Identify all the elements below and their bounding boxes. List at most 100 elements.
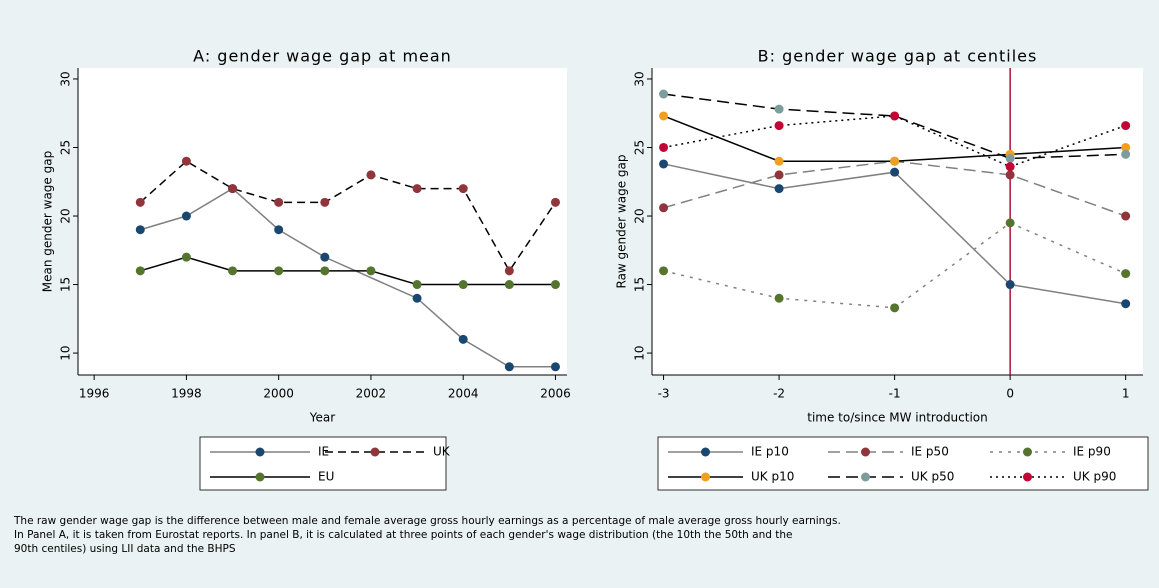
legend-marker <box>1023 447 1032 457</box>
data-point <box>890 156 900 166</box>
legend-label: IE <box>318 445 329 459</box>
x-tick-label: -3 <box>658 387 670 401</box>
data-point <box>774 170 784 180</box>
x-axis-label: Year <box>309 411 335 425</box>
y-axis-label: Raw gender wage gap <box>615 155 629 289</box>
data-point <box>366 170 376 180</box>
data-point <box>458 334 468 344</box>
data-point <box>550 197 560 207</box>
x-tick-label: 2004 <box>448 387 479 401</box>
data-point <box>412 293 422 303</box>
data-point <box>228 184 238 194</box>
legend-label: UK p50 <box>911 470 954 484</box>
series-line <box>663 93 1126 160</box>
series-line <box>139 160 557 273</box>
x-tick-label: 1996 <box>79 387 110 401</box>
data-point <box>320 266 330 276</box>
data-point <box>774 104 784 114</box>
y-tick-label: 10 <box>633 345 647 360</box>
data-point <box>135 266 145 276</box>
y-tick-label: 15 <box>59 277 73 292</box>
data-point <box>320 197 330 207</box>
legend-box <box>199 436 447 491</box>
data-point <box>1121 149 1131 159</box>
data-point <box>659 203 669 213</box>
data-point <box>890 167 900 177</box>
data-point <box>274 225 284 235</box>
plot-area <box>78 68 567 375</box>
y-tick-label: 20 <box>59 208 73 223</box>
data-point <box>1005 218 1015 228</box>
x-tick-label: 1 <box>1122 387 1130 401</box>
data-point <box>890 303 900 313</box>
y-tick-label: 25 <box>633 140 647 155</box>
y-tick-label: 20 <box>633 208 647 223</box>
x-tick-label: 2000 <box>263 387 294 401</box>
data-point <box>659 111 669 121</box>
data-point <box>659 89 669 99</box>
note-line: The raw gender wage gap is the differenc… <box>13 515 841 527</box>
y-tick-label: 30 <box>633 71 647 86</box>
data-point <box>890 111 900 121</box>
legend-label: UK p10 <box>751 470 794 484</box>
data-point <box>366 266 376 276</box>
data-point <box>774 184 784 194</box>
legend-label: EU <box>318 470 334 484</box>
data-point <box>550 362 560 372</box>
data-point <box>1005 280 1015 290</box>
x-axis-label: time to/since MW introduction <box>807 411 988 425</box>
data-point <box>659 159 669 169</box>
data-point <box>550 280 560 290</box>
data-point <box>774 293 784 303</box>
data-point <box>1121 142 1131 152</box>
data-point <box>659 142 669 152</box>
data-point <box>181 156 191 166</box>
legend-marker <box>861 472 870 482</box>
data-point <box>181 252 191 262</box>
data-point <box>1121 269 1131 279</box>
legend-marker <box>255 472 265 482</box>
series-line <box>663 115 1126 168</box>
legend-marker <box>1023 472 1032 482</box>
data-point <box>1005 162 1015 172</box>
y-tick-label: 30 <box>59 71 73 86</box>
legend-label: IE p50 <box>911 445 949 459</box>
data-point <box>504 266 514 276</box>
data-point <box>774 121 784 131</box>
x-tick-label: 2002 <box>356 387 387 401</box>
data-point <box>659 266 669 276</box>
data-point <box>181 211 191 221</box>
data-point <box>1005 170 1015 180</box>
data-point <box>274 197 284 207</box>
legend-label: IE p90 <box>1073 445 1111 459</box>
data-point <box>320 252 330 262</box>
note-line: In Panel A, it is taken from Eurostat re… <box>14 529 792 541</box>
legend-marker <box>255 447 265 457</box>
data-point <box>1121 299 1131 309</box>
data-point <box>412 184 422 194</box>
x-tick-label: -2 <box>773 387 785 401</box>
data-point <box>274 266 284 276</box>
y-tick-label: 10 <box>59 345 73 360</box>
legend-marker <box>701 447 710 457</box>
data-point <box>1121 211 1131 221</box>
data-point <box>458 184 468 194</box>
note-line: 90th centiles) using LII data and the BH… <box>14 543 236 555</box>
legend-label: UK p90 <box>1073 470 1116 484</box>
data-point <box>412 280 422 290</box>
legend-box <box>657 436 1149 491</box>
chart-title: A: gender wage gap at mean <box>193 47 452 66</box>
data-point <box>135 225 145 235</box>
x-tick-label: 2006 <box>540 387 571 401</box>
data-point <box>228 266 238 276</box>
y-tick-label: 15 <box>633 277 647 292</box>
x-tick-label: -1 <box>889 387 901 401</box>
series-line <box>140 256 556 286</box>
data-point <box>504 362 514 372</box>
legend-label: UK <box>433 445 451 459</box>
data-point <box>1005 153 1015 163</box>
legend-label: IE p10 <box>751 445 789 459</box>
y-tick-label: 25 <box>59 140 73 155</box>
x-tick-label: 1998 <box>171 387 202 401</box>
